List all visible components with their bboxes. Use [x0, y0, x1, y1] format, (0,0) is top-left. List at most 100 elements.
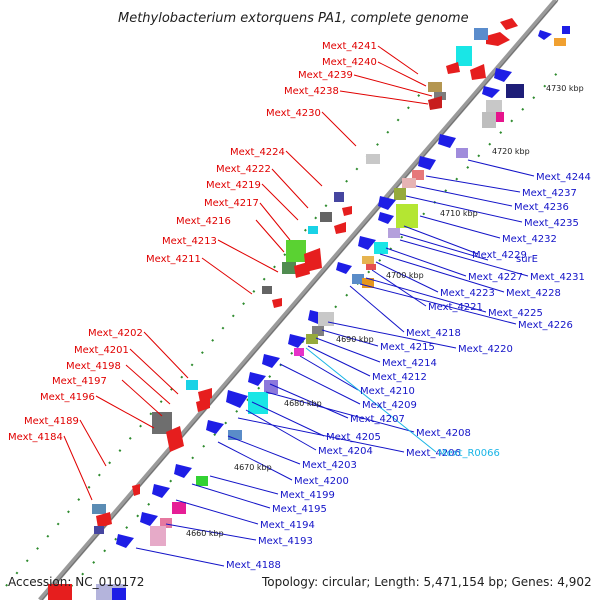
gene-box[interactable]	[402, 178, 416, 188]
gene-box[interactable]	[312, 326, 324, 336]
gene-box[interactable]	[228, 430, 242, 440]
gene-arrow[interactable]	[538, 30, 552, 40]
gene-arrow[interactable]	[226, 390, 248, 408]
gene-box[interactable]	[160, 518, 172, 528]
gene-box[interactable]	[486, 100, 502, 112]
gene-label[interactable]: Mext_4193	[258, 536, 313, 547]
gene-label[interactable]: Mext_4202	[88, 328, 143, 339]
gene-box[interactable]	[306, 334, 318, 344]
gene-label[interactable]: Mext_4224	[230, 147, 285, 158]
gene-box[interactable]	[428, 82, 442, 92]
gene-arrow[interactable]	[500, 18, 518, 30]
gene-box[interactable]	[308, 226, 318, 234]
gene-label[interactable]: Mext_4226	[518, 320, 573, 331]
gene-box[interactable]	[474, 28, 488, 40]
gene-arrow[interactable]	[494, 68, 512, 82]
gene-label[interactable]: Mext_4209	[362, 400, 417, 411]
gene-arrow[interactable]	[358, 236, 376, 250]
gene-box[interactable]	[482, 112, 496, 128]
gene-label[interactable]: Mext_4212	[372, 372, 427, 383]
gene-label[interactable]: Mext_4235	[524, 218, 579, 229]
gene-label[interactable]: Mext_4238	[284, 86, 339, 97]
gene-label[interactable]: Mext_4216	[176, 216, 231, 227]
gene-label[interactable]: Mext_R0066	[438, 448, 500, 459]
gene-box[interactable]	[94, 526, 104, 534]
gene-label[interactable]: Mext_4222	[216, 164, 271, 175]
gene-label[interactable]: Mext_4198	[66, 361, 121, 372]
gene-label[interactable]: Mext_4228	[506, 288, 561, 299]
gene-arrow[interactable]	[336, 262, 352, 274]
gene-box[interactable]	[388, 228, 400, 238]
gene-label[interactable]: Mext_4232	[502, 234, 557, 245]
gene-arrow[interactable]	[174, 464, 192, 478]
gene-arrow[interactable]	[486, 32, 510, 46]
gene-box[interactable]	[150, 526, 166, 546]
gene-label[interactable]: Mext_4231	[530, 272, 585, 283]
gene-box[interactable]	[286, 240, 306, 262]
gene-arrow[interactable]	[262, 354, 280, 368]
gene-label[interactable]: Mext_4229	[472, 250, 527, 261]
gene-label[interactable]: Mext_4240	[322, 57, 377, 68]
gene-label[interactable]: Mext_4195	[272, 504, 327, 515]
gene-label[interactable]: Mext_4230	[266, 108, 321, 119]
gene-box[interactable]	[318, 312, 334, 326]
gene-box[interactable]	[362, 278, 374, 288]
gene-box[interactable]	[294, 348, 304, 356]
gene-box[interactable]	[262, 286, 272, 294]
gene-label[interactable]: Mext_4205	[326, 432, 381, 443]
gene-label[interactable]: Mext_4207	[350, 414, 405, 425]
gene-arrow[interactable]	[288, 334, 306, 348]
gene-arrow[interactable]	[152, 484, 170, 498]
gene-arrow[interactable]	[418, 156, 436, 170]
gene-arrow[interactable]	[438, 134, 456, 148]
gene-label[interactable]: Mext_4201	[74, 345, 129, 356]
gene-box[interactable]	[492, 112, 504, 122]
gene-box[interactable]	[396, 204, 418, 228]
gene-box[interactable]	[562, 26, 570, 34]
gene-arrow[interactable]	[334, 222, 346, 234]
gene-arrow[interactable]	[96, 512, 112, 528]
gene-box[interactable]	[248, 392, 268, 414]
gene-box[interactable]	[412, 170, 424, 180]
gene-label[interactable]: Mext_4203	[302, 460, 357, 471]
gene-label[interactable]: Mext_4196	[40, 392, 95, 403]
gene-box[interactable]	[366, 264, 376, 270]
gene-label[interactable]: Mext_4237	[522, 188, 577, 199]
gene-box[interactable]	[434, 92, 446, 100]
gene-arrow[interactable]	[140, 512, 158, 526]
gene-label[interactable]: Mext_4199	[280, 490, 335, 501]
gene-box[interactable]	[456, 46, 472, 66]
gene-label[interactable]: Mext_4244	[536, 172, 591, 183]
gene-label[interactable]: Mext_4211	[146, 254, 201, 265]
gene-arrow[interactable]	[248, 372, 266, 386]
gene-label[interactable]: Mext_4188	[226, 560, 281, 571]
gene-arrow[interactable]	[132, 484, 140, 496]
gene-box[interactable]	[186, 380, 198, 390]
gene-arrow[interactable]	[294, 262, 310, 278]
gene-label[interactable]: Mext_4215	[380, 342, 435, 353]
gene-box[interactable]	[48, 584, 72, 600]
gene-arrow[interactable]	[482, 86, 500, 98]
gene-box[interactable]	[172, 502, 186, 514]
gene-box[interactable]	[362, 256, 374, 264]
gene-label[interactable]: Mext_4189	[24, 416, 79, 427]
gene-arrow[interactable]	[378, 196, 396, 210]
gene-label[interactable]: Mext_4194	[260, 520, 315, 531]
gene-label[interactable]: Mext_4227	[468, 272, 523, 283]
gene-box[interactable]	[554, 38, 566, 46]
gene-label[interactable]: Mext_4241	[322, 41, 377, 52]
gene-box[interactable]	[394, 188, 406, 200]
gene-arrow[interactable]	[196, 398, 210, 412]
gene-box[interactable]	[196, 476, 208, 486]
gene-label[interactable]: Mext_4200	[294, 476, 349, 487]
gene-label[interactable]: Mext_4208	[416, 428, 471, 439]
gene-label[interactable]: Mext_4197	[52, 376, 107, 387]
gene-label[interactable]: Mext_4218	[406, 328, 461, 339]
gene-label[interactable]: Mext_4213	[162, 236, 217, 247]
gene-label[interactable]: Mext_4220	[458, 344, 513, 355]
gene-label[interactable]: Mext_4210	[360, 386, 415, 397]
gene-box[interactable]	[352, 274, 364, 284]
gene-label[interactable]: Mext_4236	[514, 202, 569, 213]
gene-box[interactable]	[264, 380, 278, 394]
gene-label[interactable]: Mext_4219	[206, 180, 261, 191]
